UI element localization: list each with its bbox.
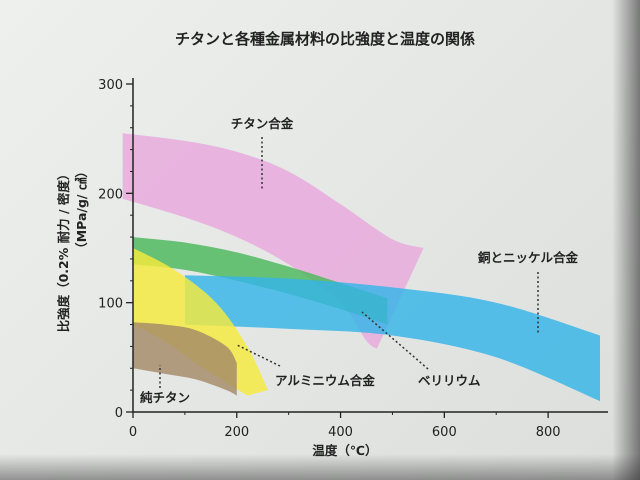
y-tick-label: 0: [115, 406, 123, 421]
x-axis-label: 温度（℃）: [312, 443, 377, 458]
label-pure-titanium: 純チタン: [140, 390, 190, 405]
y-tick-label: 200: [98, 187, 123, 202]
x-tick-label: 400: [328, 425, 353, 440]
label-aluminum-alloy: アルミニウム合金: [275, 373, 375, 388]
band-copper-nickel-alloy: [184, 275, 600, 402]
x-tick-label: 0: [129, 425, 137, 440]
photo-edge-shadow: [612, 0, 640, 480]
leader-aluminum-alloy: [236, 344, 281, 367]
band-pure-titanium: [133, 322, 237, 396]
y-tick-label: 300: [98, 78, 123, 93]
leader-beryllium: [361, 311, 429, 370]
label-copper-nickel-alloy: 銅とニッケル合金: [477, 250, 579, 265]
x-tick-label: 800: [536, 425, 561, 440]
axes: 0 100 200 300 0 200 400 600 800: [98, 78, 608, 440]
x-tick-label: 200: [224, 425, 249, 440]
label-beryllium: ベリリウム: [418, 373, 481, 388]
photo-bottom-shadow: [0, 454, 640, 480]
label-titanium-alloy: チタン合金: [231, 116, 294, 131]
chart-title: チタンと各種金属材料の比強度と温度の関係: [175, 30, 475, 48]
y-axis-label: 比強度（0.2% 耐力 / 密度）: [56, 168, 71, 333]
y-tick-label: 100: [98, 297, 123, 312]
y-axis-unit: （MPa/g/ ㎤）: [74, 165, 89, 255]
x-tick-label: 600: [432, 425, 457, 440]
series-bands: [122, 133, 600, 402]
